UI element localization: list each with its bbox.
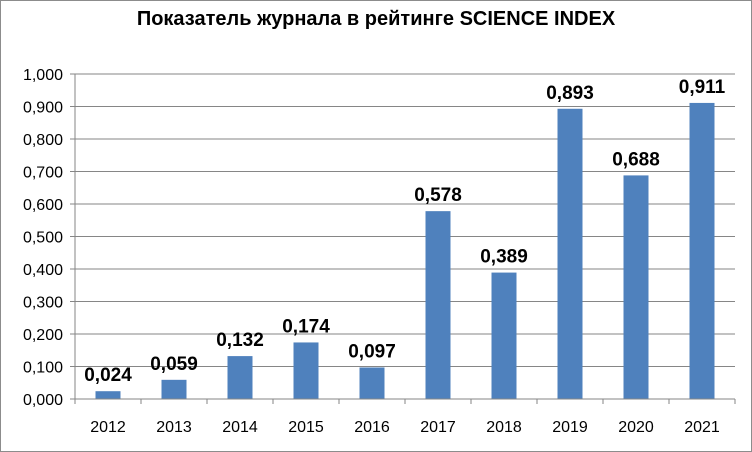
data-label-2014: 0,132 (216, 330, 264, 351)
x-tick-label-2017: 2017 (420, 419, 456, 436)
data-label-2020: 0,688 (612, 149, 660, 170)
data-label-2012: 0,024 (84, 365, 132, 386)
bar-2012 (95, 391, 121, 399)
bar-2020 (623, 175, 649, 399)
chart-title: Показатель журнала в рейтинге SCIENCE IN… (136, 8, 616, 30)
y-tick-label: 0,400 (23, 262, 63, 279)
bar-2021 (689, 102, 715, 400)
data-label-2015: 0,174 (282, 316, 330, 337)
x-tick-label-2021: 2021 (684, 419, 720, 436)
bar-2017 (425, 211, 451, 399)
y-tick-label: 0,800 (23, 132, 63, 149)
x-tick-label-2018: 2018 (486, 419, 522, 436)
y-tick-label: 0,000 (23, 392, 63, 409)
x-tick-label-2020: 2020 (618, 419, 654, 436)
y-tick-label: 0,300 (23, 295, 63, 312)
bar-2015 (293, 342, 319, 399)
y-tick-label: 0,100 (23, 360, 63, 377)
y-tick-label: 0,900 (23, 100, 63, 117)
data-label-2018: 0,389 (480, 247, 528, 268)
y-tick-label: 0,700 (23, 165, 63, 182)
bar-2013 (161, 379, 187, 399)
data-label-2016: 0,097 (348, 341, 396, 362)
x-tick-label-2016: 2016 (354, 419, 390, 436)
bar-2014 (227, 356, 253, 399)
y-tick-label: 0,600 (23, 197, 63, 214)
data-label-2017: 0,578 (414, 185, 462, 206)
x-tick-label-2015: 2015 (288, 419, 324, 436)
bar-2016 (359, 367, 385, 399)
y-tick-label: 0,200 (23, 327, 63, 344)
x-tick-label-2013: 2013 (156, 419, 192, 436)
y-tick-label: 0,500 (23, 230, 63, 247)
y-tick-label: 1,000 (23, 67, 63, 84)
data-label-2021: 0,911 (679, 77, 726, 98)
data-label-2013: 0,059 (150, 354, 198, 375)
x-tick-label-2014: 2014 (222, 419, 258, 436)
data-label-2019: 0,893 (546, 83, 594, 104)
bar-2018 (491, 272, 517, 399)
bar-2019 (557, 108, 583, 400)
x-tick-label-2019: 2019 (552, 419, 588, 436)
x-tick-label-2012: 2012 (90, 419, 126, 436)
